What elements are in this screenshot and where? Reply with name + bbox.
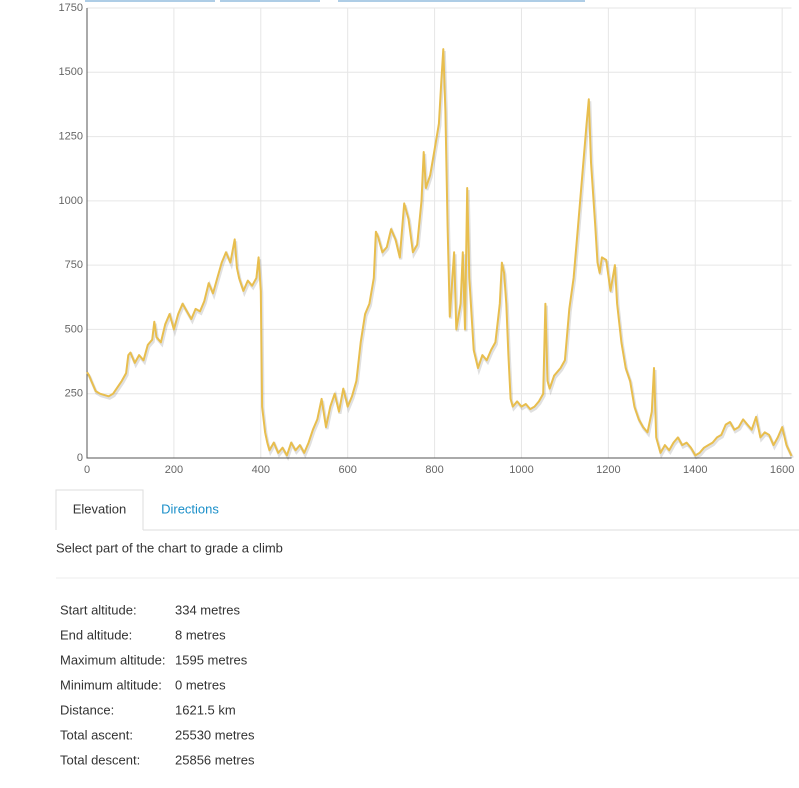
tab-directions[interactable]: Directions	[161, 501, 219, 516]
stat-value: 25530 metres	[175, 727, 255, 742]
stat-label: Total descent:	[60, 752, 140, 767]
y-tick-label: 250	[65, 388, 83, 400]
x-tick-label: 1000	[509, 464, 533, 476]
tab-fragment	[85, 0, 215, 2]
x-tick-label: 1600	[770, 464, 794, 476]
y-tick-label: 1500	[59, 66, 83, 78]
x-tick-label: 400	[252, 464, 270, 476]
elevation-line	[86, 48, 793, 457]
y-tick-label: 750	[65, 259, 83, 271]
stat-value: 0 metres	[175, 677, 226, 692]
y-tick-label: 500	[65, 323, 83, 335]
x-tick-label: 0	[84, 464, 90, 476]
axis-frame	[86, 8, 792, 459]
stat-label: Maximum altitude:	[60, 652, 165, 667]
x-tick-label: 200	[165, 464, 183, 476]
stat-label: End altitude:	[60, 627, 132, 642]
y-tick-label: 1750	[59, 2, 83, 14]
stats: Start altitude: 334 metres End altitude: 8 …	[60, 602, 255, 767]
stat-value: 1621.5 km	[175, 702, 236, 717]
x-tick-label: 800	[425, 464, 443, 476]
tab-fragment	[220, 0, 320, 2]
y-tick-label: 0	[77, 452, 83, 464]
chart: 0 250 500 750 1000 1250 1500 1750 0 200 400 600 800 1…	[59, 2, 795, 476]
stat-value: 334 metres	[175, 602, 241, 617]
x-tick-label: 1200	[596, 464, 620, 476]
y-tick-label: 1000	[59, 195, 83, 207]
active-tab	[55, 489, 144, 530]
y-tick-label: 1250	[59, 130, 83, 142]
stat-value: 25856 metres	[175, 752, 255, 767]
stat-value: 1595 metres	[175, 652, 248, 667]
x-tick-label: 600	[339, 464, 357, 476]
tab-elevation[interactable]: Elevation	[73, 501, 126, 516]
stat-label: Start altitude:	[60, 602, 137, 617]
stat-label: Minimum altitude:	[60, 677, 162, 692]
x-tick-label: 1400	[683, 464, 707, 476]
stat-label: Distance:	[60, 702, 114, 717]
stat-value: 8 metres	[175, 627, 226, 642]
tab-fragment	[338, 0, 585, 2]
plot-area	[87, 8, 792, 458]
stat-label: Total ascent:	[60, 727, 133, 742]
hint: Select part of the chart to grade a clim…	[56, 540, 283, 555]
